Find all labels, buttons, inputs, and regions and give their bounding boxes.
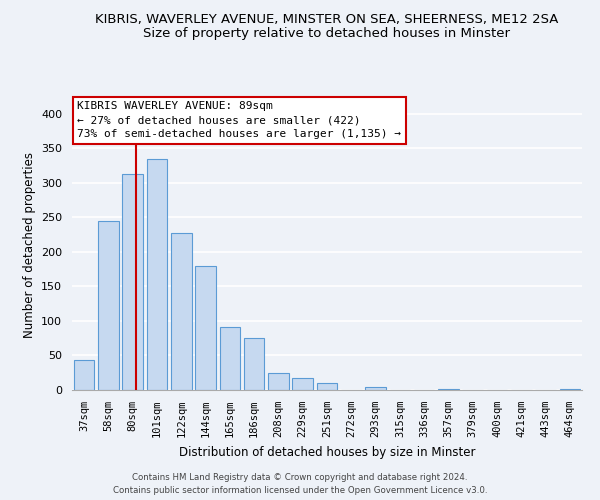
X-axis label: Distribution of detached houses by size in Minster: Distribution of detached houses by size … — [179, 446, 475, 458]
Bar — [195, 266, 216, 390]
Y-axis label: Number of detached properties: Number of detached properties — [23, 152, 35, 338]
Bar — [74, 360, 94, 390]
Text: KIBRIS, WAVERLEY AVENUE, MINSTER ON SEA, SHEERNESS, ME12 2SA: KIBRIS, WAVERLEY AVENUE, MINSTER ON SEA,… — [95, 12, 559, 26]
Bar — [171, 232, 191, 390]
Bar — [560, 388, 580, 390]
Bar — [146, 160, 167, 390]
Bar — [98, 221, 119, 390]
Bar — [244, 338, 265, 390]
Bar — [220, 327, 240, 390]
Bar — [292, 378, 313, 390]
Bar — [438, 388, 459, 390]
Bar — [122, 174, 143, 390]
Bar — [365, 386, 386, 390]
Text: Size of property relative to detached houses in Minster: Size of property relative to detached ho… — [143, 28, 511, 40]
Text: Contains HM Land Registry data © Crown copyright and database right 2024.
Contai: Contains HM Land Registry data © Crown c… — [113, 474, 487, 495]
Text: KIBRIS WAVERLEY AVENUE: 89sqm
← 27% of detached houses are smaller (422)
73% of : KIBRIS WAVERLEY AVENUE: 89sqm ← 27% of d… — [77, 102, 401, 140]
Bar — [317, 383, 337, 390]
Bar — [268, 372, 289, 390]
